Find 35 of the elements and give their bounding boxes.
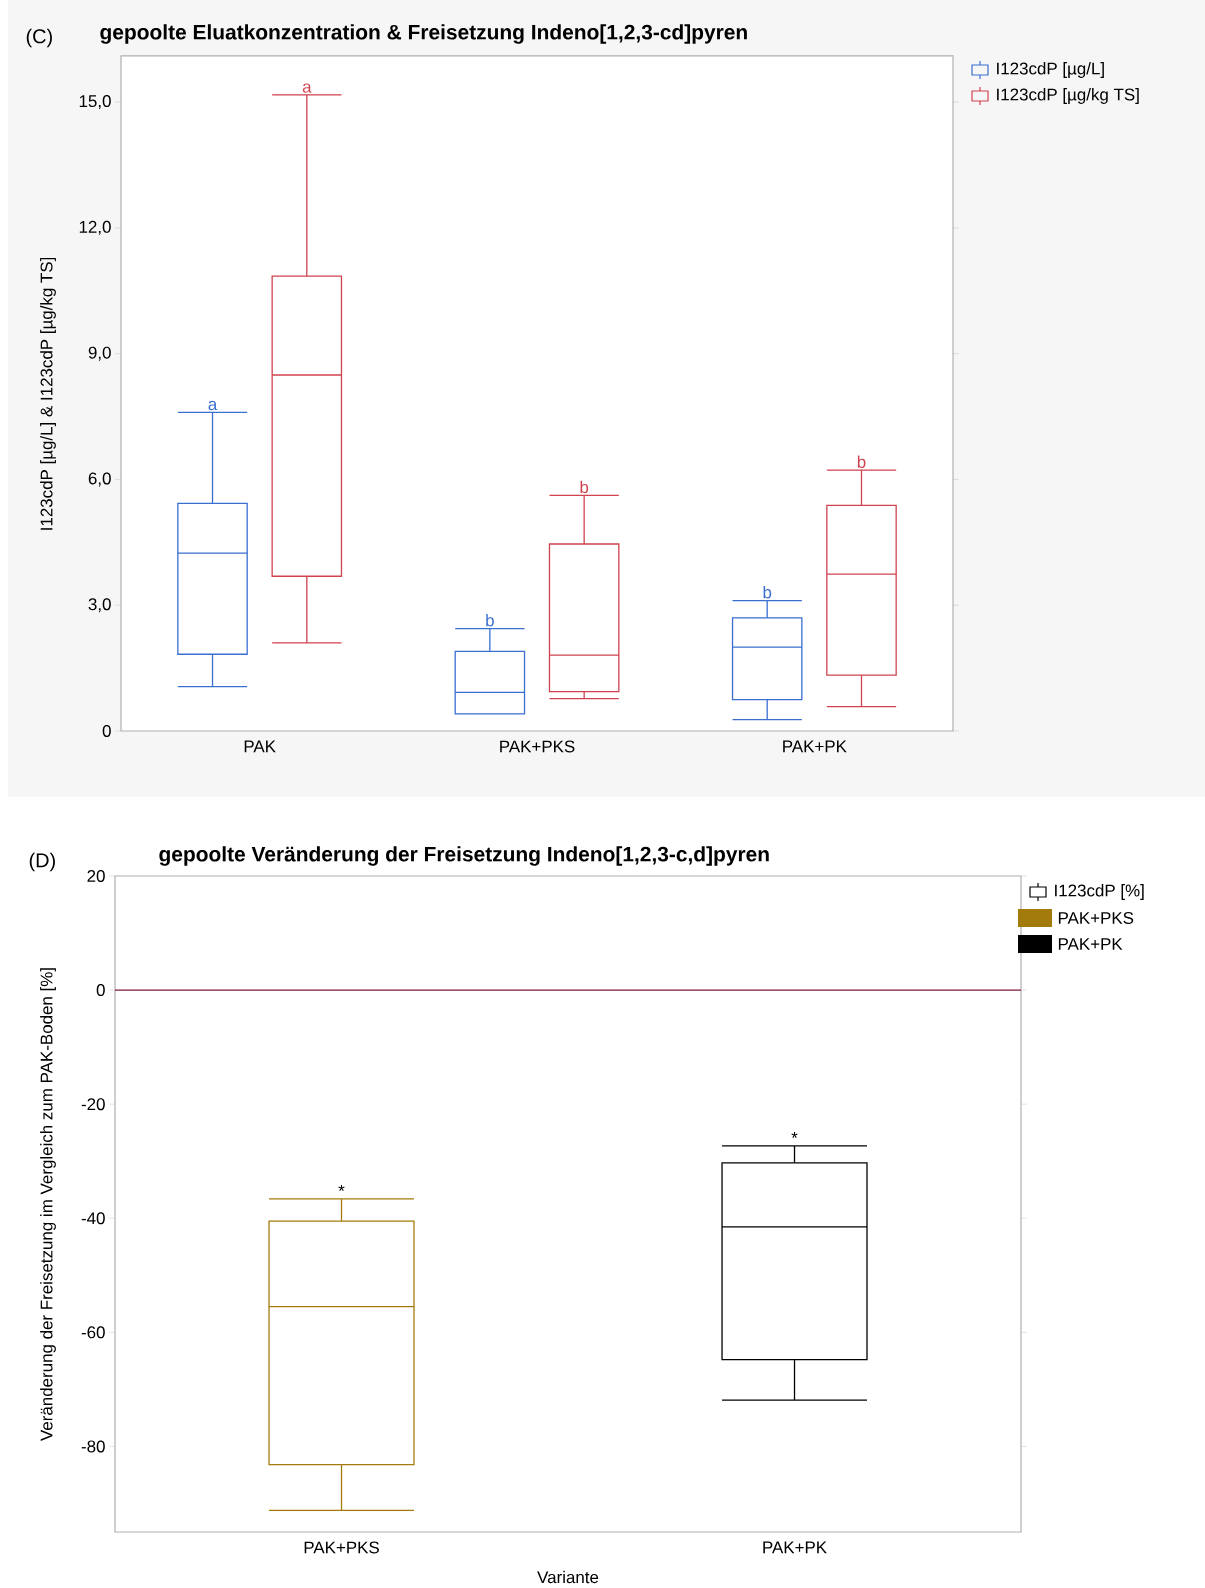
annotation: b — [857, 455, 866, 468]
chart-title: gepoolte Veränderung der Freisetzung Indeno[1,2,3-c,d]pyren — [159, 846, 769, 866]
chart-title: gepoolte Eluatkonzentration & Freisetzung Indeno[1,2,3-cd]pyren — [100, 24, 747, 44]
y-tick-label: -80 — [81, 1440, 105, 1453]
annotation: * — [791, 1131, 798, 1138]
x-tick-label: PAK+PKS — [500, 740, 575, 753]
legend-label: I123cdP [µg/L] — [997, 62, 1104, 78]
y-tick-label: 9,0 — [88, 346, 111, 361]
category-label: PAK+PK — [1058, 938, 1123, 950]
y-tick-label: 12,0 — [79, 220, 111, 235]
legend-label: I123cdP [%] — [1055, 884, 1144, 900]
y-tick-label: -40 — [81, 1212, 105, 1225]
y-tick-label: 15,0 — [79, 95, 111, 110]
annotation: a — [302, 83, 312, 93]
x-tick-label: PAK — [244, 740, 276, 753]
y-axis-title: Veränderung der Freisetzung im Vergleich zum PAK-Boden [%] — [40, 968, 56, 1441]
text: (D) — [29, 852, 55, 872]
y-tick-label: -20 — [81, 1098, 105, 1111]
y-tick-label: 6,0 — [88, 472, 111, 487]
y-tick-label: 0 — [96, 984, 105, 997]
x-tick-label: PAK+PK — [783, 740, 847, 753]
y-axis-title: I123cdP [µg/L] & I123cdP [µg/kg TS] — [40, 257, 56, 530]
y-tick-label: -60 — [81, 1326, 105, 1339]
text: (C) — [26, 28, 52, 48]
annotation: b — [580, 480, 589, 494]
annotation: a — [208, 400, 218, 411]
y-tick-label: 0 — [102, 724, 111, 737]
annotation: b — [486, 614, 494, 627]
y-tick-label: 3,0 — [88, 598, 111, 613]
legend-label: I123cdP [µg/kg TS] — [997, 88, 1139, 104]
annotation: * — [338, 1185, 345, 1191]
category-label: PAK+PKS — [1058, 911, 1134, 924]
y-tick-label: 20 — [87, 869, 105, 882]
x-axis-title: Variante — [537, 1570, 599, 1584]
annotation: b — [763, 585, 772, 599]
